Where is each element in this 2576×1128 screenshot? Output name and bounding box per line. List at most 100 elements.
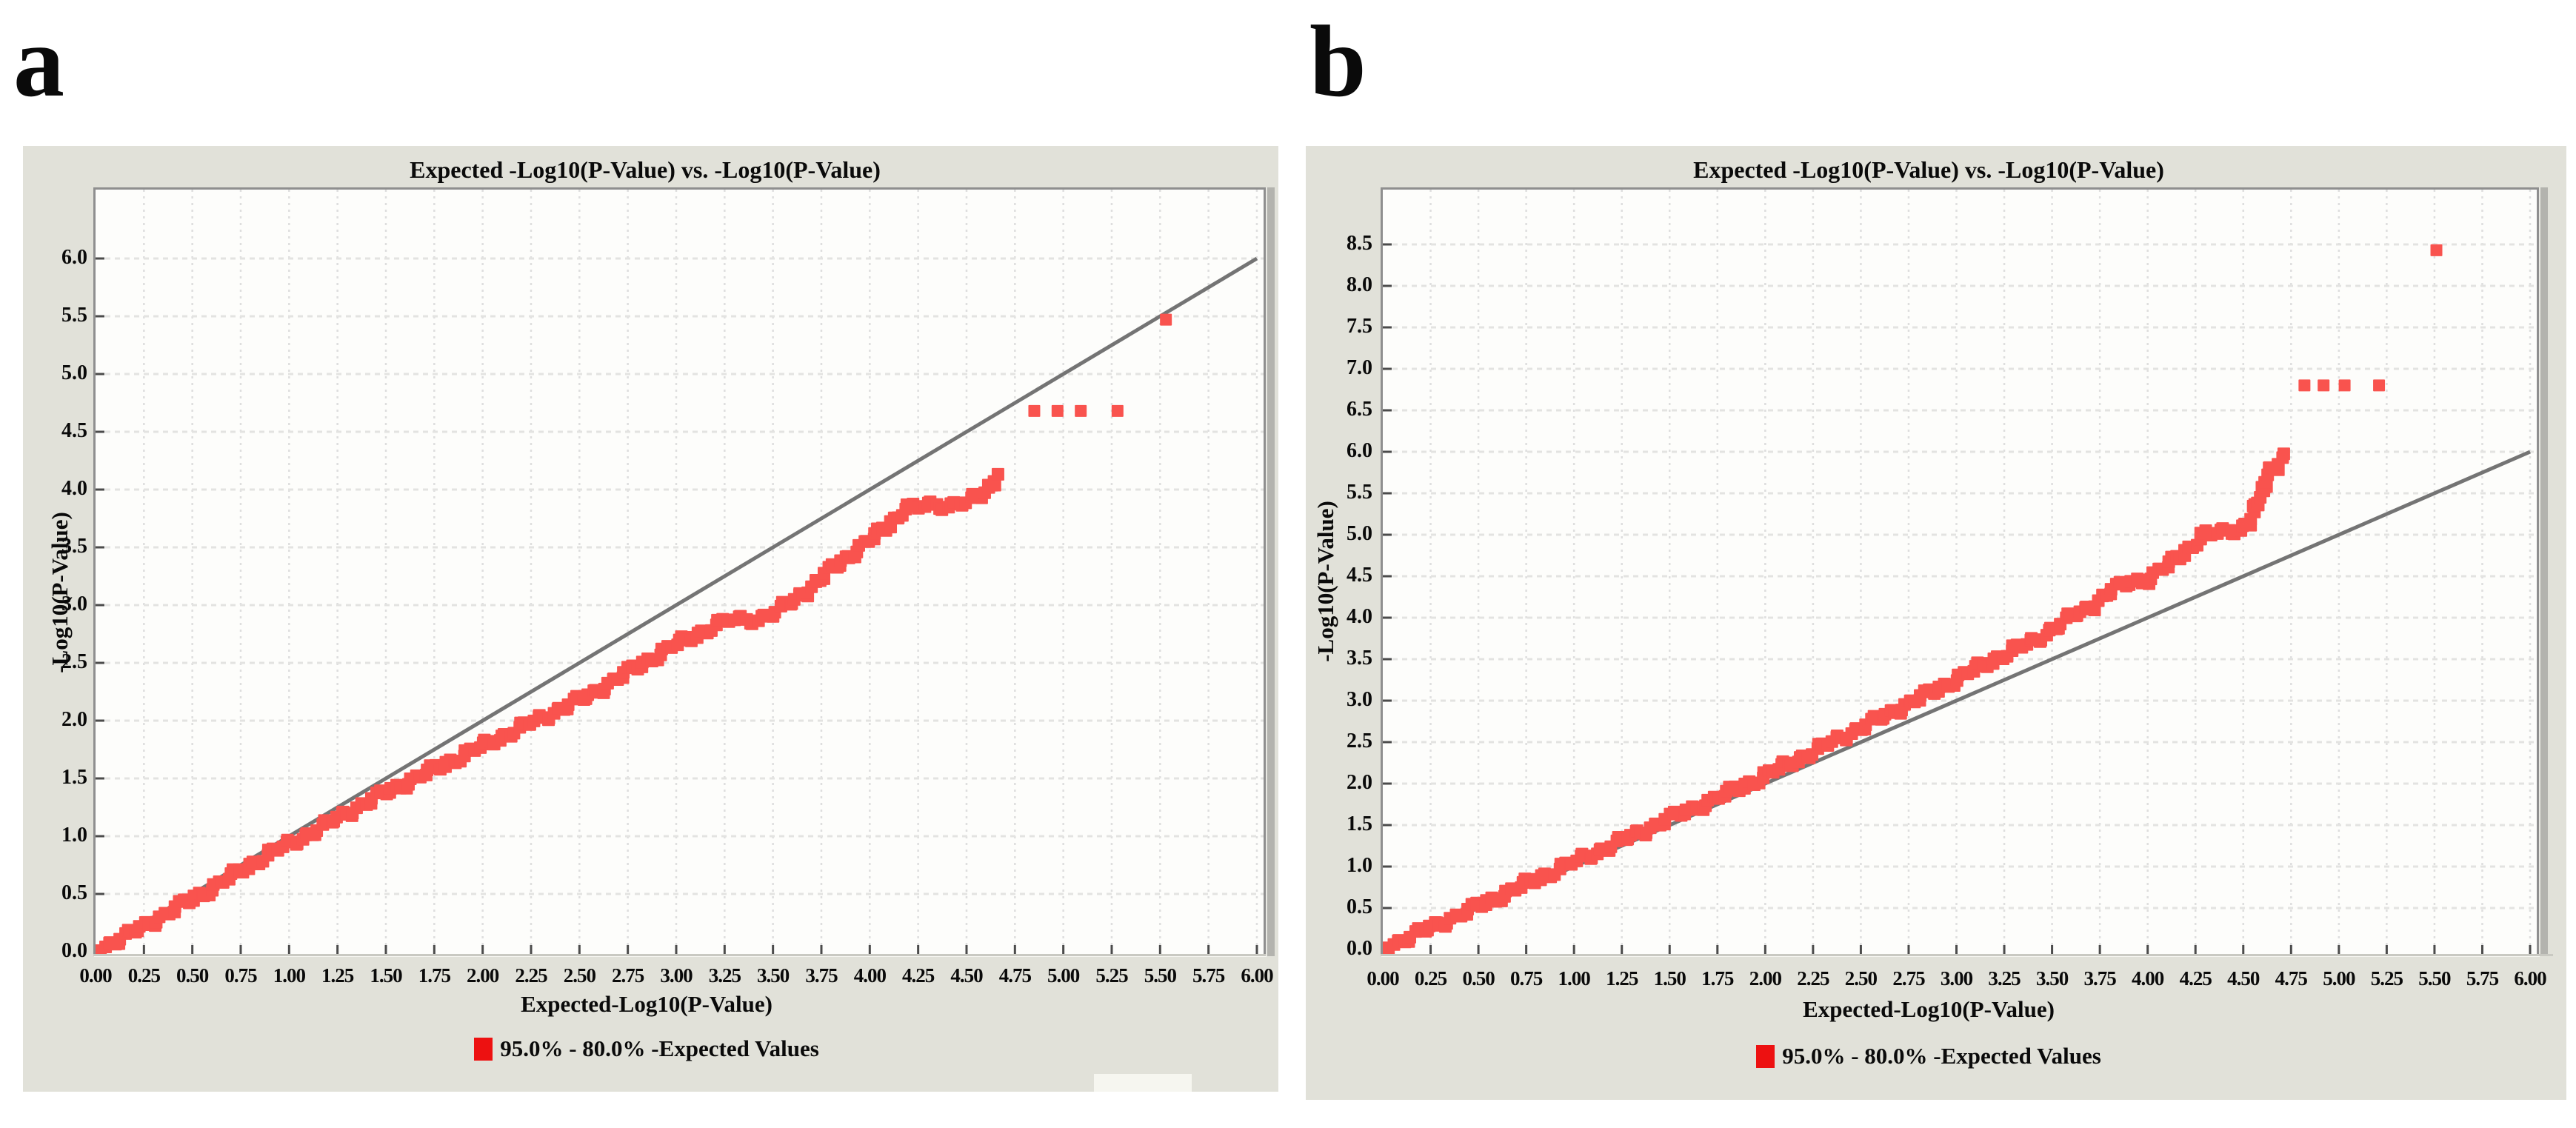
x-tick-label: 4.75 xyxy=(2275,967,2308,989)
x-tick-label: 4.00 xyxy=(2132,967,2164,989)
y-tick-label: 7.0 xyxy=(1347,356,1372,379)
x-tick-label: 4.75 xyxy=(998,964,1032,987)
legend-a: 95.0% - 80.0% -Expected Values xyxy=(350,1035,943,1062)
x-tick-label: 0.25 xyxy=(127,964,161,987)
x-tick-label: 1.25 xyxy=(1606,967,1638,989)
y-tick-label: 8.0 xyxy=(1347,273,1372,296)
legend-marker-icon xyxy=(1756,1044,1775,1068)
x-tick-label: 2.50 xyxy=(1844,967,1878,989)
x-tick-label: 5.25 xyxy=(1095,964,1128,987)
x-tick-label: 0.75 xyxy=(1510,967,1543,989)
x-tick-label: 1.50 xyxy=(1653,967,1686,989)
x-tick-label: 0.50 xyxy=(176,964,209,987)
y-tick-label: 3.0 xyxy=(61,593,87,615)
plot-right-gutter-a xyxy=(1266,187,1275,956)
y-tick-label: 1.5 xyxy=(1347,812,1372,835)
x-tick-label: 3.00 xyxy=(660,964,693,987)
y-tick-label: 6.0 xyxy=(61,246,87,269)
x-tick-label: 3.00 xyxy=(1940,967,1973,989)
x-tick-label: 0.00 xyxy=(1367,967,1399,989)
x-tick-label: 5.25 xyxy=(2370,967,2403,989)
y-tick-label: 1.0 xyxy=(1347,854,1372,877)
y-tick-label: 5.0 xyxy=(61,361,87,384)
x-tick-label: 2.75 xyxy=(612,964,644,987)
x-tick-label: 4.25 xyxy=(902,964,935,987)
x-tick-label: 4.00 xyxy=(853,964,887,987)
plot-bottom-edge-a xyxy=(93,954,1266,956)
qq-scatter-b xyxy=(1383,190,2537,954)
figure-label-a: a xyxy=(13,4,64,118)
x-axis-title-a: Expected-Log10(P-Value) xyxy=(521,991,773,1017)
y-tick-label: 5.5 xyxy=(61,304,87,327)
y-tick-label: 6.0 xyxy=(1347,439,1372,462)
x-tick-label: 5.75 xyxy=(2466,967,2499,989)
y-tick-label: 1.0 xyxy=(61,824,87,847)
x-tick-label: 3.25 xyxy=(1988,967,2021,989)
plot-area-a xyxy=(93,187,1266,956)
x-tick-label: 2.25 xyxy=(1797,967,1829,989)
chart-title-b: Expected -Log10(P-Value) vs. -Log10(P-Va… xyxy=(1693,156,2164,183)
x-tick-label: 4.50 xyxy=(950,964,983,987)
x-tick-label: 5.50 xyxy=(2418,967,2451,989)
x-tick-label: 1.75 xyxy=(418,964,451,987)
chart-title-a: Expected -Log10(P-Value) vs. -Log10(P-Va… xyxy=(410,156,881,183)
y-tick-label: 4.5 xyxy=(61,419,87,442)
plot-area-b xyxy=(1381,187,2539,956)
legend-b: 95.0% - 80.0% -Expected Values xyxy=(1632,1043,2225,1069)
x-tick-label: 2.00 xyxy=(467,964,499,987)
y-tick-label: 6.5 xyxy=(1347,398,1372,421)
x-tick-label: 3.50 xyxy=(2035,967,2069,989)
y-tick-label: 2.5 xyxy=(1347,730,1372,752)
x-tick-label: 5.50 xyxy=(1144,964,1177,987)
y-tick-label: 0.0 xyxy=(61,939,87,962)
x-tick-label: 0.75 xyxy=(224,964,257,987)
y-tick-label: 4.5 xyxy=(1347,564,1372,587)
legend-label-a: 95.0% - 80.0% -Expected Values xyxy=(500,1035,819,1061)
x-tick-label: 0.50 xyxy=(1462,967,1495,989)
x-tick-label: 4.25 xyxy=(2179,967,2212,989)
x-tick-label: 1.00 xyxy=(1558,967,1591,989)
y-tick-label: 0.5 xyxy=(61,881,87,904)
y-tick-label: 2.0 xyxy=(1347,771,1372,794)
y-tick-label: 3.5 xyxy=(61,535,87,558)
qq-scatter-a xyxy=(96,190,1264,954)
y-tick-label: 3.5 xyxy=(1347,647,1372,670)
x-tick-label: 0.25 xyxy=(1414,967,1447,989)
x-tick-label: 1.00 xyxy=(273,964,306,987)
x-tick-label: 4.50 xyxy=(2227,967,2260,989)
x-tick-label: 6.00 xyxy=(2514,967,2546,989)
x-tick-label: 0.00 xyxy=(79,964,112,987)
panel-a-corner-notch xyxy=(1094,1074,1192,1092)
x-tick-label: 1.75 xyxy=(1701,967,1734,989)
x-tick-label: 2.00 xyxy=(1749,967,1782,989)
x-tick-label: 1.50 xyxy=(370,964,402,987)
y-tick-label: 4.0 xyxy=(61,477,87,500)
x-tick-label: 5.00 xyxy=(1047,964,1080,987)
y-tick-label: 8.5 xyxy=(1347,232,1372,255)
legend-marker-icon xyxy=(474,1037,493,1061)
x-axis-title-b: Expected-Log10(P-Value) xyxy=(1803,996,2055,1022)
y-tick-label: 5.5 xyxy=(1347,481,1372,504)
x-tick-label: 3.75 xyxy=(2083,967,2117,989)
x-tick-label: 5.00 xyxy=(2323,967,2355,989)
x-tick-label: 2.75 xyxy=(1892,967,1925,989)
y-tick-label: 0.5 xyxy=(1347,895,1372,918)
y-tick-label: 5.0 xyxy=(1347,522,1372,545)
x-tick-label: 3.75 xyxy=(805,964,838,987)
plot-right-gutter-b xyxy=(2539,187,2548,956)
x-tick-label: 5.75 xyxy=(1192,964,1225,987)
y-tick-label: 0.0 xyxy=(1347,937,1372,960)
plot-bottom-edge-b xyxy=(1381,954,2553,956)
y-tick-label: 2.0 xyxy=(61,708,87,731)
y-tick-label: 3.0 xyxy=(1347,688,1372,711)
x-tick-label: 3.25 xyxy=(708,964,741,987)
legend-label-b: 95.0% - 80.0% -Expected Values xyxy=(1782,1043,2101,1069)
y-tick-label: 2.5 xyxy=(61,650,87,673)
figure-label-b: b xyxy=(1309,4,1367,118)
x-tick-label: 2.50 xyxy=(563,964,596,987)
x-tick-label: 6.00 xyxy=(1241,964,1273,987)
x-tick-label: 1.25 xyxy=(321,964,354,987)
x-tick-label: 3.50 xyxy=(757,964,790,987)
y-tick-label: 7.5 xyxy=(1347,315,1372,338)
y-tick-label: 4.0 xyxy=(1347,605,1372,628)
